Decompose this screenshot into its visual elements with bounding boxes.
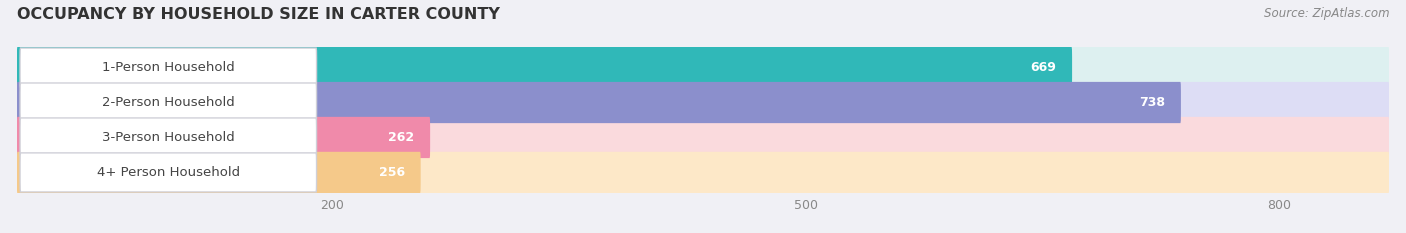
FancyBboxPatch shape: [17, 82, 1389, 123]
Text: 669: 669: [1031, 61, 1056, 74]
FancyBboxPatch shape: [17, 47, 1389, 88]
FancyBboxPatch shape: [20, 153, 316, 192]
Text: 256: 256: [378, 166, 405, 179]
Text: 1-Person Household: 1-Person Household: [101, 61, 235, 74]
FancyBboxPatch shape: [20, 48, 316, 87]
Text: 262: 262: [388, 131, 415, 144]
Text: Source: ZipAtlas.com: Source: ZipAtlas.com: [1264, 7, 1389, 20]
Text: 738: 738: [1139, 96, 1166, 109]
FancyBboxPatch shape: [17, 117, 1389, 158]
FancyBboxPatch shape: [20, 83, 316, 122]
Text: 2-Person Household: 2-Person Household: [101, 96, 235, 109]
FancyBboxPatch shape: [17, 152, 420, 193]
Text: OCCUPANCY BY HOUSEHOLD SIZE IN CARTER COUNTY: OCCUPANCY BY HOUSEHOLD SIZE IN CARTER CO…: [17, 7, 499, 22]
Text: 4+ Person Household: 4+ Person Household: [97, 166, 240, 179]
FancyBboxPatch shape: [17, 82, 1181, 123]
FancyBboxPatch shape: [20, 118, 316, 157]
FancyBboxPatch shape: [17, 117, 430, 158]
Text: 3-Person Household: 3-Person Household: [101, 131, 235, 144]
FancyBboxPatch shape: [17, 152, 1389, 193]
FancyBboxPatch shape: [17, 47, 1073, 88]
